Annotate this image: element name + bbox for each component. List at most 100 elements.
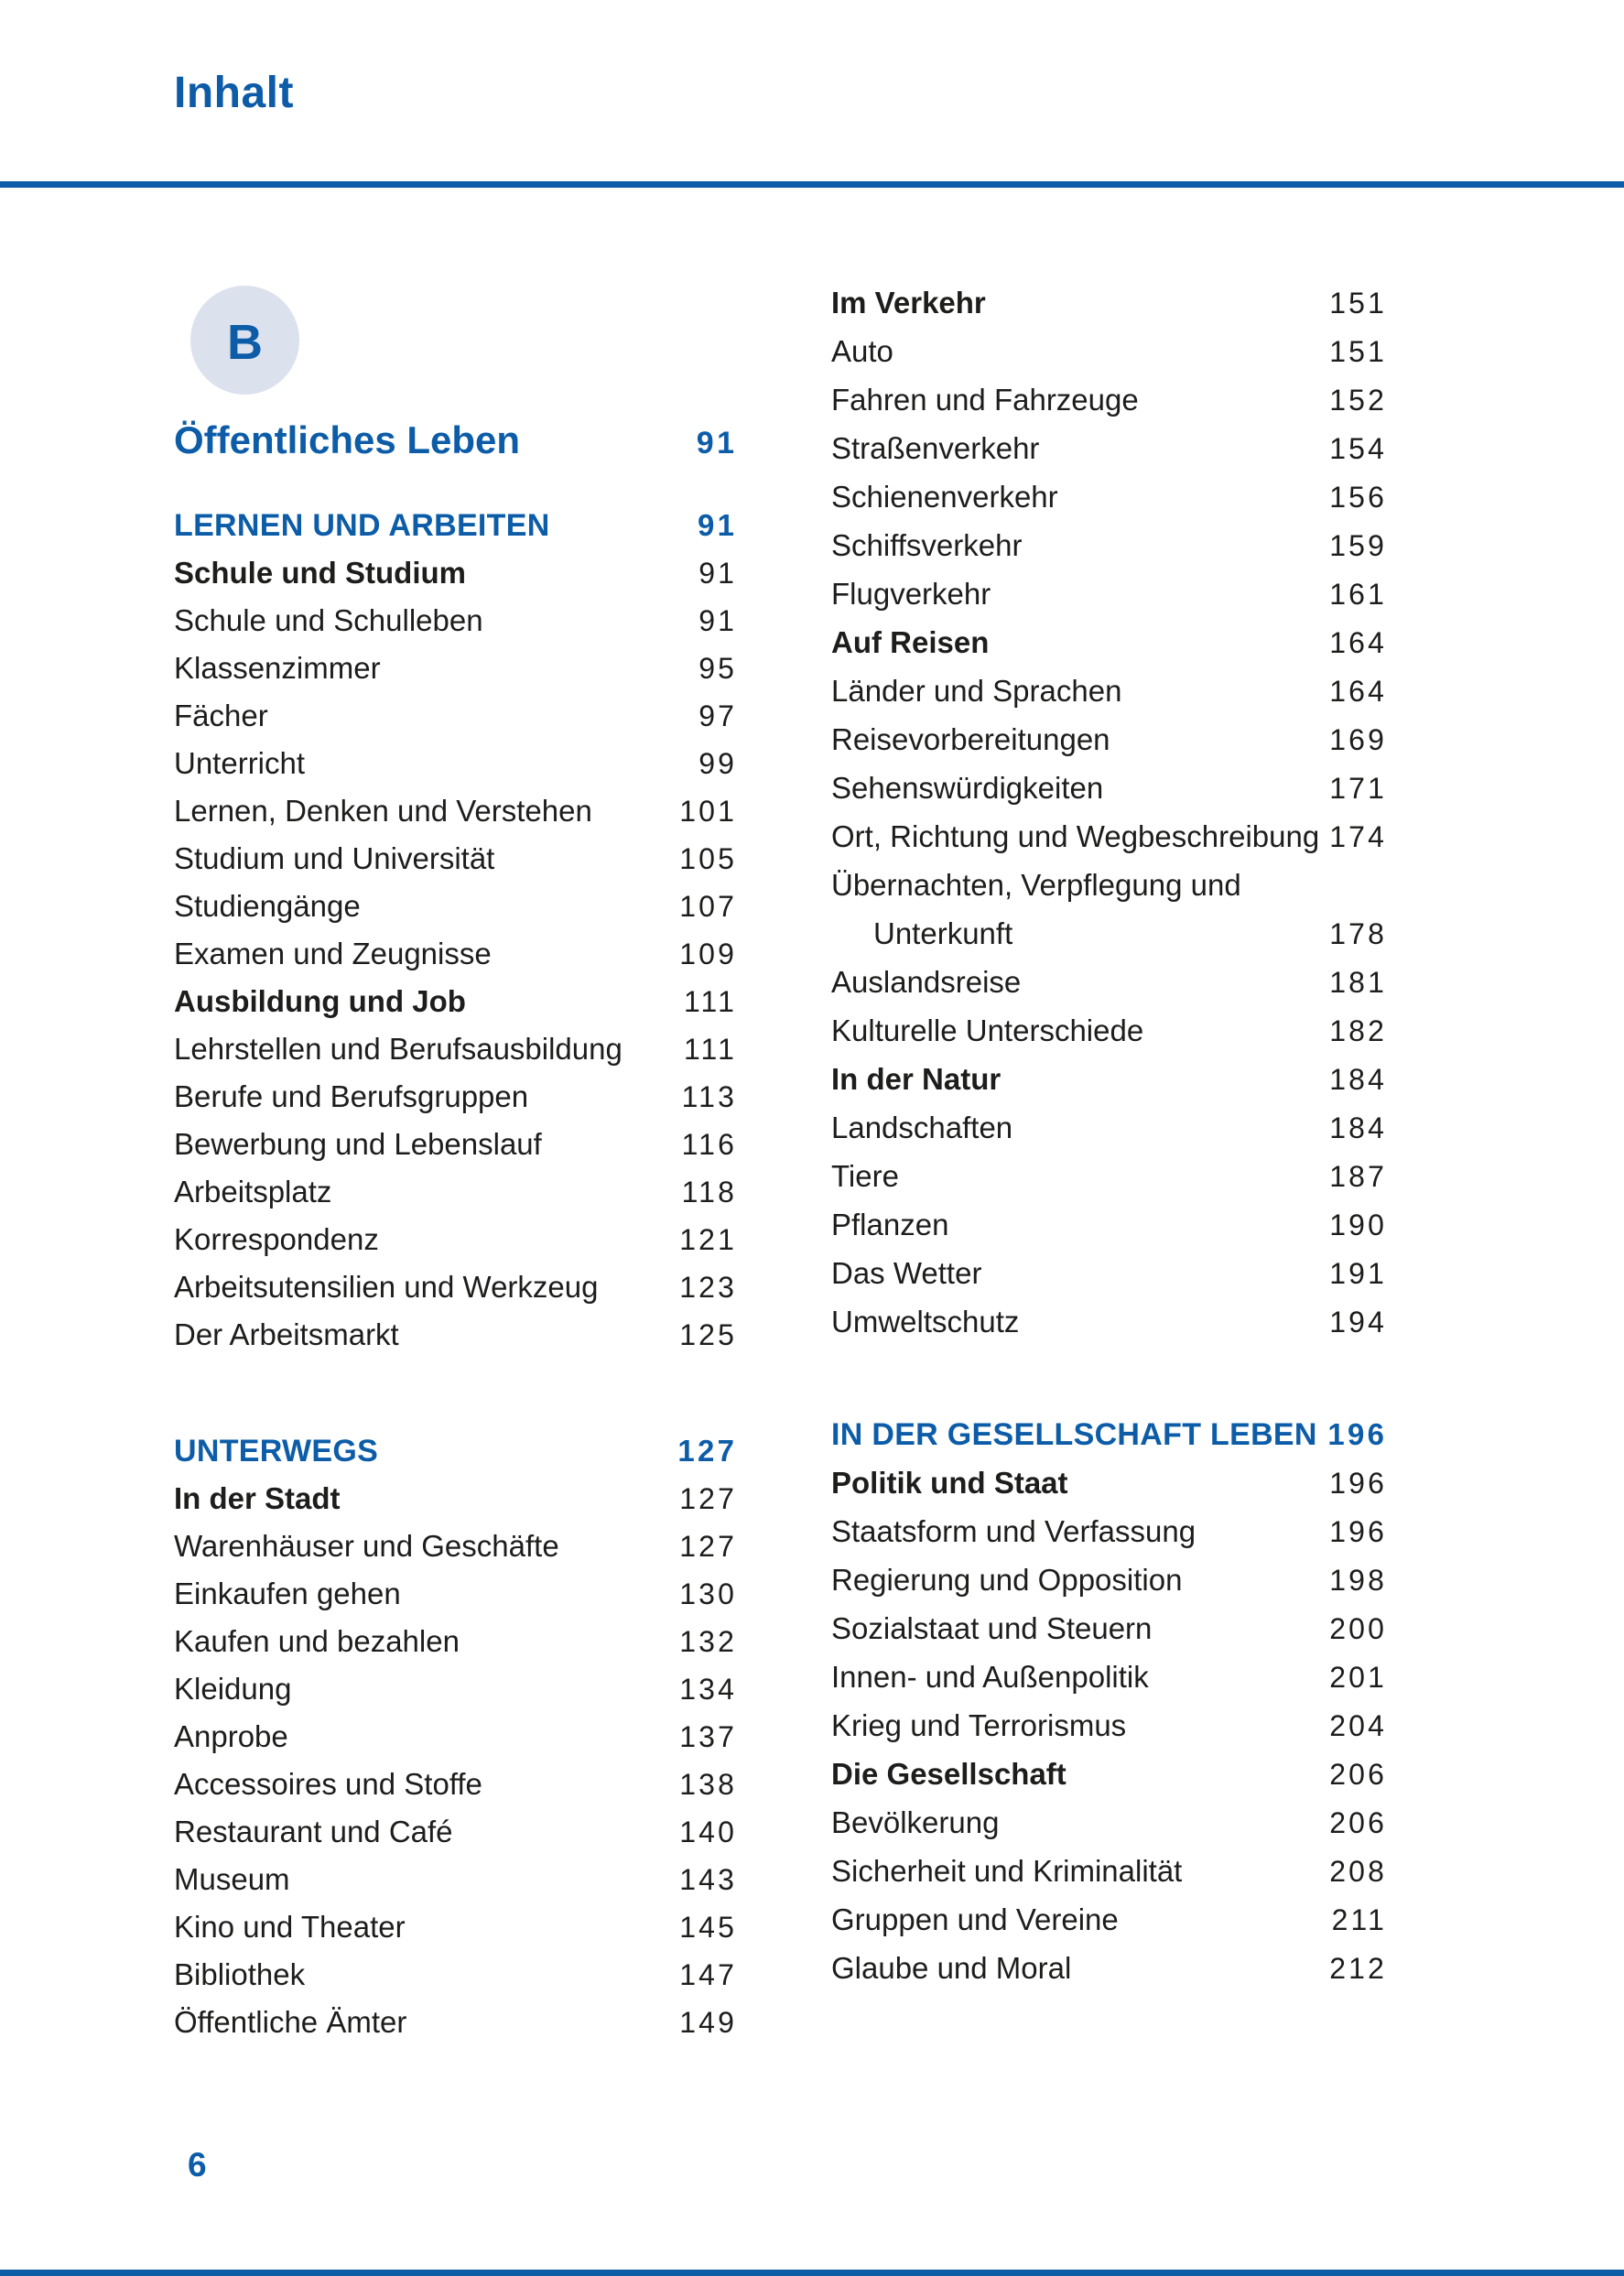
toc-left-column: B Öffentliches Leben 91 LERNEN UND ARBEI… — [174, 286, 734, 2046]
toc-entry-page-number: 151 — [1329, 335, 1388, 368]
toc-entry-page-number: 91 — [698, 604, 738, 637]
toc-entry: Lehrstellen und Berufsausbildung 111 — [174, 1025, 734, 1073]
toc-entry: Bewerbung und Lebenslauf 116 — [174, 1121, 734, 1168]
toc-entry-label: Unterkunft — [873, 916, 1013, 950]
toc-entry-page-number: 196 — [1329, 1467, 1388, 1500]
toc-entry-label: Länder und Sprachen — [831, 674, 1122, 708]
toc-entry: Schienenverkehr 156 — [831, 472, 1384, 521]
toc-entry-page-number: 181 — [1329, 966, 1388, 999]
toc-entry: Unterricht 99 — [174, 740, 734, 787]
toc-entry-page-number: 137 — [679, 1720, 738, 1753]
toc-entry: Museum 143 — [174, 1856, 734, 1903]
toc-entry-page-number: 206 — [1329, 1806, 1388, 1839]
toc-entry: Regierung und Opposition 198 — [831, 1555, 1384, 1604]
toc-entry-label: Bibliothek — [174, 1957, 306, 1991]
toc-entry-page-number: 143 — [679, 1863, 738, 1896]
toc-entry-page-number: 152 — [1329, 384, 1388, 417]
toc-entry-label: Ort, Richtung und Wegbeschreibung — [831, 819, 1320, 853]
section-heading-label: LERNEN UND ARBEITEN — [174, 508, 550, 543]
toc-entry-page-number: 178 — [1329, 917, 1388, 950]
part-title-row: Öffentliches Leben 91 — [174, 418, 734, 462]
toc-entry-page-number: 171 — [1329, 772, 1388, 805]
bottom-divider-line — [0, 2270, 1624, 2276]
toc-entry-page-number: 132 — [679, 1625, 738, 1658]
toc-entry-label: Ausbildung und Job — [174, 984, 466, 1018]
toc-entry: Klassenzimmer 95 — [174, 645, 734, 692]
toc-entry-label: Straßenverkehr — [831, 431, 1040, 465]
toc-entry-label: Sehenswürdigkeiten — [831, 771, 1104, 805]
toc-entry-label: Tiere — [831, 1159, 899, 1193]
toc-section: LERNEN UND ARBEITEN 91 Schule und Studium 9… — [174, 502, 734, 1359]
toc-entry: Korrespondenz 121 — [174, 1216, 734, 1263]
toc-entry: Ausbildung und Job 111 — [174, 978, 734, 1025]
section-heading-label: UNTERWEGS — [174, 1434, 379, 1469]
toc-entry: Auto 151 — [831, 327, 1384, 375]
toc-entry: Kleidung 134 — [174, 1665, 734, 1713]
toc-entry: Das Wetter 191 — [831, 1249, 1384, 1297]
part-title: Öffentliches Leben — [174, 418, 521, 461]
toc-entry-page-number: 161 — [1329, 578, 1388, 611]
toc-entry: Politik und Staat 196 — [831, 1458, 1384, 1507]
toc-entry: Arbeitsplatz 118 — [174, 1168, 734, 1216]
part-page-number: 91 — [696, 426, 738, 461]
toc-entry-label: Korrespondenz — [174, 1222, 379, 1256]
toc-entry-label: Die Gesellschaft — [831, 1757, 1066, 1791]
toc-entry-page-number: 159 — [1329, 529, 1388, 562]
toc-entry: Schule und Studium 91 — [174, 549, 734, 597]
top-divider-line — [0, 181, 1624, 188]
toc-entry: Staatsform und Verfassung 196 — [831, 1507, 1384, 1555]
toc-entry-page-number: 187 — [1329, 1160, 1388, 1193]
toc-entry: Schule und Schulleben 91 — [174, 597, 734, 645]
toc-entry-page-number: 91 — [698, 557, 738, 590]
toc-entry: Im Verkehr 151 — [831, 278, 1384, 327]
toc-entry-label: Schule und Studium — [174, 556, 466, 590]
toc-entry-label: Reisevorbereitungen — [831, 722, 1110, 756]
toc-entry-label: Unterricht — [174, 746, 306, 780]
toc-entry-page-number: 101 — [679, 795, 738, 828]
toc-entry-label: Im Verkehr — [831, 286, 986, 320]
toc-entry-page-number: 211 — [1331, 1903, 1388, 1936]
toc-entry-label: Schule und Schulleben — [174, 603, 483, 637]
toc-entry-label: Warenhäuser und Geschäfte — [174, 1529, 559, 1563]
toc-entry-label: Anprobe — [174, 1719, 288, 1753]
toc-entry: Fahren und Fahrzeuge 152 — [831, 375, 1384, 424]
toc-entry-page-number: 198 — [1329, 1564, 1388, 1597]
toc-entry-page-number: 111 — [683, 1033, 738, 1066]
toc-entry-label: Auto — [831, 334, 893, 368]
toc-entry: Tiere 187 — [831, 1152, 1384, 1200]
toc-entry-label: Sozialstaat und Steuern — [831, 1611, 1153, 1645]
toc-entry-page-number: 191 — [1329, 1257, 1388, 1290]
toc-entry: Accessoires und Stoffe 138 — [174, 1761, 734, 1808]
section-heading: UNTERWEGS 127 — [174, 1427, 734, 1475]
toc-entry-page-number: 123 — [679, 1271, 738, 1304]
toc-entry-page-number: 147 — [679, 1958, 738, 1991]
toc-entry-page-number: 184 — [1329, 1111, 1388, 1144]
toc-entry-label: Studiengänge — [174, 889, 361, 923]
toc-entry-label: Lernen, Denken und Verstehen — [174, 794, 592, 828]
toc-entry-page-number: 204 — [1329, 1709, 1388, 1742]
toc-entry: Glaube und Moral 212 — [831, 1944, 1384, 1992]
toc-entry-label: Flugverkehr — [831, 577, 991, 611]
toc-entry: Auf Reisen 164 — [831, 618, 1384, 667]
toc-entry-label: Übernachten, Verpflegung und — [831, 868, 1241, 902]
toc-entry: Unterkunft 178 — [831, 909, 1384, 958]
toc-entry-page-number: 164 — [1329, 626, 1388, 659]
toc-entry-label: Sicherheit und Kriminalität — [831, 1854, 1183, 1888]
toc-entry: Lernen, Denken und Verstehen 101 — [174, 787, 734, 835]
toc-entry-label: Berufe und Berufsgruppen — [174, 1079, 529, 1113]
toc-entry: Auslandsreise 181 — [831, 958, 1384, 1006]
toc-entry: Studiengänge 107 — [174, 883, 734, 930]
toc-entry-label: Glaube und Moral — [831, 1951, 1072, 1985]
toc-entry-page-number: 156 — [1329, 481, 1388, 514]
toc-entry-label: Staatsform und Verfassung — [831, 1514, 1196, 1548]
toc-entry: Die Gesellschaft 206 — [831, 1750, 1384, 1798]
toc-entry-page-number: 196 — [1329, 1515, 1388, 1548]
section-heading: IN DER GESELLSCHAFT LEBEN 196 — [831, 1410, 1384, 1458]
toc-entry-label: Schiffsverkehr — [831, 528, 1023, 562]
toc-entry: Restaurant und Café 140 — [174, 1808, 734, 1856]
toc-entry-label: Auslandsreise — [831, 965, 1022, 999]
toc-entry-page-number: 95 — [698, 652, 738, 685]
toc-entry: Reisevorbereitungen 169 — [831, 715, 1384, 764]
toc-entry-page-number: 127 — [679, 1482, 738, 1515]
toc-entry-page-number: 105 — [679, 842, 738, 875]
